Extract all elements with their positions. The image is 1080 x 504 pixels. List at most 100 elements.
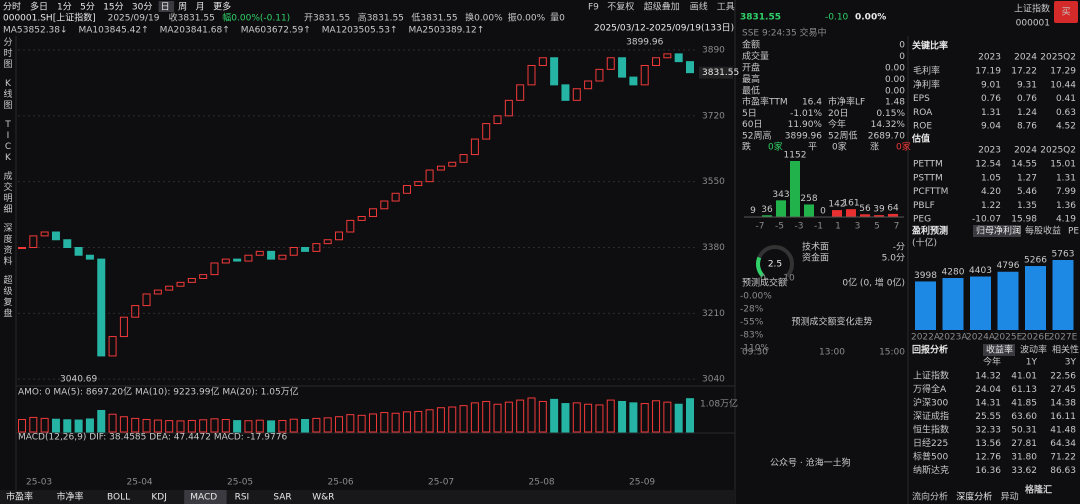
breadth: 平	[808, 142, 817, 153]
candle	[289, 246, 298, 256]
volume-bar	[221, 419, 230, 433]
dist-value: 343	[772, 190, 789, 200]
dist-tick: -7	[756, 222, 765, 232]
side-tab[interactable]: 分时图	[3, 37, 12, 70]
candle	[368, 208, 377, 218]
cell: 1.35	[1017, 201, 1037, 211]
bottom-tab[interactable]: MACD	[190, 493, 217, 503]
tool[interactable]: 画线	[690, 1, 708, 13]
tab[interactable]: PE	[1068, 227, 1079, 237]
side-tab[interactable]: K 线图	[3, 79, 12, 111]
candle	[85, 254, 94, 260]
earnings-bar	[1052, 260, 1074, 330]
breadth: 0家	[896, 141, 911, 153]
period-tab[interactable]: 更多	[213, 1, 231, 13]
footer-tab[interactable]: 深度分析	[956, 491, 992, 503]
stat-label: 今年	[828, 118, 846, 130]
cell: 27.45	[1050, 385, 1076, 395]
candle	[663, 53, 672, 59]
ma-label: MA60	[241, 26, 267, 36]
ma-value: 3845.42↑	[104, 26, 149, 36]
candle	[425, 169, 434, 183]
period-tab[interactable]: 5分	[80, 2, 95, 13]
bottom-tab[interactable]: W&R	[312, 493, 334, 503]
dist-tick: -1	[814, 222, 823, 232]
col-header: 1Y	[1026, 358, 1038, 368]
buy-label[interactable]: 买	[1061, 7, 1070, 18]
tab[interactable]: 收益率	[986, 344, 1013, 356]
tab[interactable]: 相关性	[1052, 344, 1079, 356]
candle	[584, 80, 593, 90]
amo-axis-label: 1.08万亿	[700, 398, 738, 410]
candle	[63, 239, 72, 248]
period-tab[interactable]: 日	[161, 2, 170, 13]
volume-bar	[527, 397, 536, 433]
period-tab[interactable]: 分时	[3, 1, 21, 13]
footer-tab[interactable]: 异动	[1001, 492, 1019, 503]
period-tab[interactable]: 1分	[57, 2, 72, 13]
candle	[504, 99, 513, 117]
buy-button[interactable]	[1054, 1, 1078, 23]
period-tab[interactable]: 周	[178, 2, 187, 13]
price: 3831.55	[740, 13, 781, 23]
bottom-tab[interactable]: 市盈率	[6, 491, 33, 503]
cell: 15.98	[1011, 215, 1037, 225]
score-text: -分	[893, 242, 905, 253]
cell: 9.04	[981, 122, 1001, 132]
status: SSE 9:24:35 交易中	[742, 27, 827, 39]
candle	[142, 293, 151, 307]
volume-bar	[176, 420, 185, 433]
tab[interactable]: 波动率	[1020, 344, 1047, 356]
y-tick-label: 3890	[702, 46, 725, 56]
row-label: 沪深300	[913, 397, 948, 409]
category: 2022A	[911, 333, 941, 343]
period-tab[interactable]: 15分	[103, 2, 123, 13]
cell: 12.54	[975, 160, 1001, 170]
volume-bar	[425, 409, 434, 433]
col-header: 今年	[983, 356, 1001, 368]
side-tab[interactable]: 成交明细	[3, 170, 12, 215]
volume-bar	[312, 417, 321, 433]
dist-tick: -3	[795, 222, 804, 232]
x-tick-label: 25-03	[26, 478, 52, 488]
field-label: 最高	[742, 73, 760, 85]
side-tab[interactable]: 超级复盘	[3, 274, 12, 319]
bottom-tab[interactable]: RSI	[235, 493, 250, 503]
dist-bar	[860, 214, 870, 217]
period-tab[interactable]: 月	[196, 2, 205, 13]
tool[interactable]: 工具	[717, 2, 735, 13]
period-tab[interactable]: 30分	[132, 2, 152, 13]
period-tab[interactable]: 多日	[30, 1, 48, 13]
tab[interactable]: 每股收益	[1025, 225, 1061, 237]
tab[interactable]: 归母净利润	[976, 225, 1021, 237]
breadth: 跌	[742, 142, 751, 153]
tool[interactable]: 不复权	[607, 1, 634, 13]
stat-value: -1.01%	[790, 109, 822, 119]
tool[interactable]: 超级叠加	[644, 1, 680, 13]
bottom-tab[interactable]: KDJ	[151, 493, 167, 503]
dist-value: 1152	[784, 151, 807, 161]
volume-bar	[51, 418, 60, 433]
volume-bar	[652, 400, 661, 433]
tool[interactable]: F9	[588, 3, 599, 13]
bottom-tab[interactable]: BOLL	[107, 493, 130, 503]
side-tab[interactable]: 深度资料	[3, 223, 12, 267]
volume-bar	[584, 403, 593, 433]
bottom-tab[interactable]: 市净率	[57, 491, 84, 503]
volume-bar	[459, 405, 468, 433]
field-label: 开盘	[742, 62, 760, 74]
score-label: 资金面	[802, 252, 829, 264]
forecast-tick: -110%	[740, 344, 769, 354]
earnings-bar	[915, 281, 936, 330]
cell: 13.56	[975, 439, 1001, 449]
row-label: ROE	[913, 122, 932, 132]
bottom-tab[interactable]: SAR	[273, 493, 291, 503]
row-label: 深证成指	[913, 410, 949, 422]
field-value: 0	[899, 52, 905, 62]
candle	[674, 53, 683, 63]
y-tick-label: 3040	[702, 375, 725, 385]
stat-label: 60日	[742, 119, 762, 130]
footer-tab[interactable]: 流向分析	[912, 491, 948, 503]
dist-bar	[804, 204, 814, 217]
